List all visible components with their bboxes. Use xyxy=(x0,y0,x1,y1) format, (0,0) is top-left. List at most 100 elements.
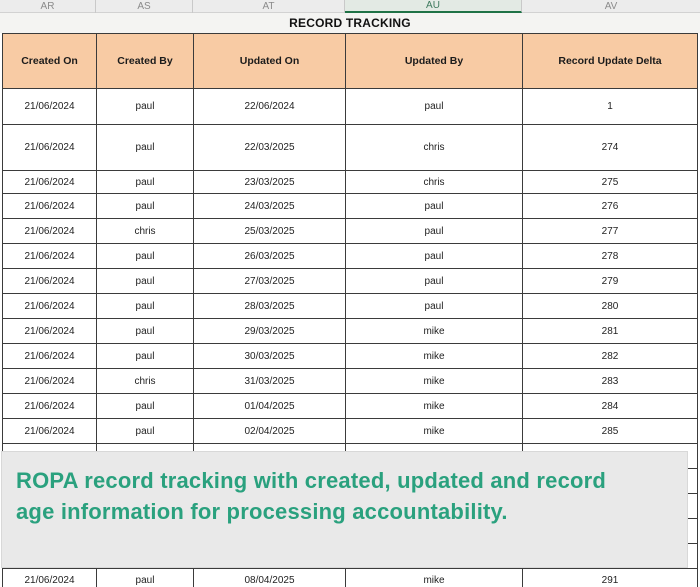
cell-updated-by[interactable]: paul xyxy=(345,218,523,244)
column-header-ar[interactable]: AR xyxy=(0,0,96,13)
caption-overlay: ROPA record tracking with created, updat… xyxy=(1,451,688,568)
cell-record-update-delta[interactable]: 280 xyxy=(522,293,698,319)
cell-updated-on[interactable]: 25/03/2025 xyxy=(193,218,346,244)
cell-updated-on[interactable]: 22/03/2025 xyxy=(193,124,346,171)
cell-record-update-delta[interactable]: 278 xyxy=(522,243,698,269)
cell-created-on[interactable]: 21/06/2024 xyxy=(2,193,97,219)
cell-updated-by[interactable]: paul xyxy=(345,88,523,125)
column-header-av[interactable]: AV xyxy=(522,0,700,13)
cell-record-update-delta[interactable]: 274 xyxy=(522,124,698,171)
cell-record-update-delta[interactable]: 1 xyxy=(522,88,698,125)
cell-created-by[interactable]: paul xyxy=(96,88,194,125)
cell-updated-on[interactable]: 30/03/2025 xyxy=(193,343,346,369)
cell-created-by[interactable]: chris xyxy=(96,218,194,244)
column-header-at[interactable]: AT xyxy=(193,0,345,13)
cell-created-on[interactable]: 21/06/2024 xyxy=(2,318,97,344)
cell-record-update-delta[interactable]: 275 xyxy=(522,170,698,194)
column-header-au-selected[interactable]: AU xyxy=(345,0,522,13)
cell-updated-on[interactable]: 02/04/2025 xyxy=(193,418,346,444)
column-letter: AU xyxy=(426,0,440,11)
table-row: 21/06/2024 paul 23/03/2025 chris 275 xyxy=(2,170,698,194)
cell-created-by[interactable]: paul xyxy=(96,568,194,587)
cell-record-update-delta[interactable]: 277 xyxy=(522,218,698,244)
column-header-as[interactable]: AS xyxy=(96,0,193,13)
cell-updated-by[interactable]: chris xyxy=(345,124,523,171)
cell-updated-by[interactable]: chris xyxy=(345,170,523,194)
cell-updated-by[interactable]: paul xyxy=(345,293,523,319)
cell-created-by[interactable]: paul xyxy=(96,243,194,269)
cell-updated-on[interactable]: 28/03/2025 xyxy=(193,293,346,319)
cell-record-update-delta[interactable]: 285 xyxy=(522,418,698,444)
cell-created-on[interactable]: 21/06/2024 xyxy=(2,124,97,171)
cell-updated-on[interactable]: 26/03/2025 xyxy=(193,243,346,269)
cell-created-on[interactable]: 21/06/2024 xyxy=(2,88,97,125)
cell-created-on[interactable]: 21/06/2024 xyxy=(2,418,97,444)
cell-record-update-delta[interactable]: 279 xyxy=(522,268,698,294)
cell-created-by[interactable]: paul xyxy=(96,170,194,194)
cell-updated-by[interactable]: mike xyxy=(345,368,523,394)
cell-created-by[interactable]: paul xyxy=(96,418,194,444)
cell-created-by[interactable]: paul xyxy=(96,343,194,369)
cell-created-by[interactable]: paul xyxy=(96,393,194,419)
cell-updated-by[interactable]: paul xyxy=(345,268,523,294)
cell-updated-on[interactable]: 29/03/2025 xyxy=(193,318,346,344)
cell-updated-by[interactable]: paul xyxy=(345,193,523,219)
cell-updated-on[interactable]: 31/03/2025 xyxy=(193,368,346,394)
cell-record-update-delta[interactable]: 281 xyxy=(522,318,698,344)
table-row: 21/06/2024 paul 30/03/2025 mike 282 xyxy=(2,343,698,369)
cell-updated-on[interactable]: 22/06/2024 xyxy=(193,88,346,125)
cell-created-on[interactable]: 21/06/2024 xyxy=(2,568,97,587)
table-row: 21/06/2024 paul 27/03/2025 paul 279 xyxy=(2,268,698,294)
cell-updated-by[interactable]: mike xyxy=(345,418,523,444)
cell-record-update-delta[interactable]: 291 xyxy=(522,568,698,587)
cell-created-on[interactable]: 21/06/2024 xyxy=(2,293,97,319)
cell-updated-by[interactable]: mike xyxy=(345,393,523,419)
cell-created-by[interactable]: paul xyxy=(96,318,194,344)
cell-record-update-delta[interactable]: 282 xyxy=(522,343,698,369)
cell-created-on[interactable]: 21/06/2024 xyxy=(2,170,97,194)
cell-updated-on[interactable]: 01/04/2025 xyxy=(193,393,346,419)
cell-created-on[interactable]: 21/06/2024 xyxy=(2,243,97,269)
cell-created-on[interactable]: 21/06/2024 xyxy=(2,268,97,294)
cell-created-on[interactable]: 21/06/2024 xyxy=(2,393,97,419)
cell-created-by[interactable]: paul xyxy=(96,268,194,294)
table-row: 21/06/2024 paul 01/04/2025 mike 284 xyxy=(2,393,698,419)
table-header-row: Created On Created By Updated On Updated… xyxy=(2,33,698,89)
cell-created-by[interactable]: paul xyxy=(96,124,194,171)
table-row: 21/06/2024 paul 08/04/2025 mike 291 xyxy=(2,568,698,587)
column-letter: AR xyxy=(40,1,55,12)
cell-created-by[interactable]: chris xyxy=(96,368,194,394)
record-tracking-table: Created On Created By Updated On Updated… xyxy=(2,33,698,587)
cell-updated-on[interactable]: 08/04/2025 xyxy=(193,568,346,587)
header-updated-on[interactable]: Updated On xyxy=(193,33,346,89)
table-row: 21/06/2024 paul 24/03/2025 paul 276 xyxy=(2,193,698,219)
column-header-strip: AR AS AT AU AV xyxy=(0,0,700,13)
cell-created-by[interactable]: paul xyxy=(96,193,194,219)
table-row: 21/06/2024 paul 26/03/2025 paul 278 xyxy=(2,243,698,269)
table-row: 21/06/2024 chris 25/03/2025 paul 277 xyxy=(2,218,698,244)
cell-updated-on[interactable]: 24/03/2025 xyxy=(193,193,346,219)
header-created-on[interactable]: Created On xyxy=(2,33,97,89)
header-record-update-delta[interactable]: Record Update Delta xyxy=(522,33,698,89)
table-row: 21/06/2024 paul 22/06/2024 paul 1 xyxy=(2,88,698,125)
cell-updated-by[interactable]: mike xyxy=(345,343,523,369)
cell-created-on[interactable]: 21/06/2024 xyxy=(2,368,97,394)
cell-created-on[interactable]: 21/06/2024 xyxy=(2,343,97,369)
cell-created-by[interactable]: paul xyxy=(96,293,194,319)
cell-updated-by[interactable]: paul xyxy=(345,243,523,269)
cell-record-update-delta[interactable]: 284 xyxy=(522,393,698,419)
header-created-by[interactable]: Created By xyxy=(96,33,194,89)
cell-updated-on[interactable]: 23/03/2025 xyxy=(193,170,346,194)
column-letter: AV xyxy=(604,1,618,12)
cell-record-update-delta[interactable]: 283 xyxy=(522,368,698,394)
cell-updated-on[interactable]: 27/03/2025 xyxy=(193,268,346,294)
table-row: 21/06/2024 paul 02/04/2025 mike 285 xyxy=(2,418,698,444)
cell-record-update-delta[interactable]: 276 xyxy=(522,193,698,219)
cell-updated-by[interactable]: mike xyxy=(345,568,523,587)
header-updated-by[interactable]: Updated By xyxy=(345,33,523,89)
cell-updated-by[interactable]: mike xyxy=(345,318,523,344)
sheet-title-cell[interactable]: RECORD TRACKING xyxy=(0,13,700,33)
cell-created-on[interactable]: 21/06/2024 xyxy=(2,218,97,244)
table-row: 21/06/2024 paul 28/03/2025 paul 280 xyxy=(2,293,698,319)
